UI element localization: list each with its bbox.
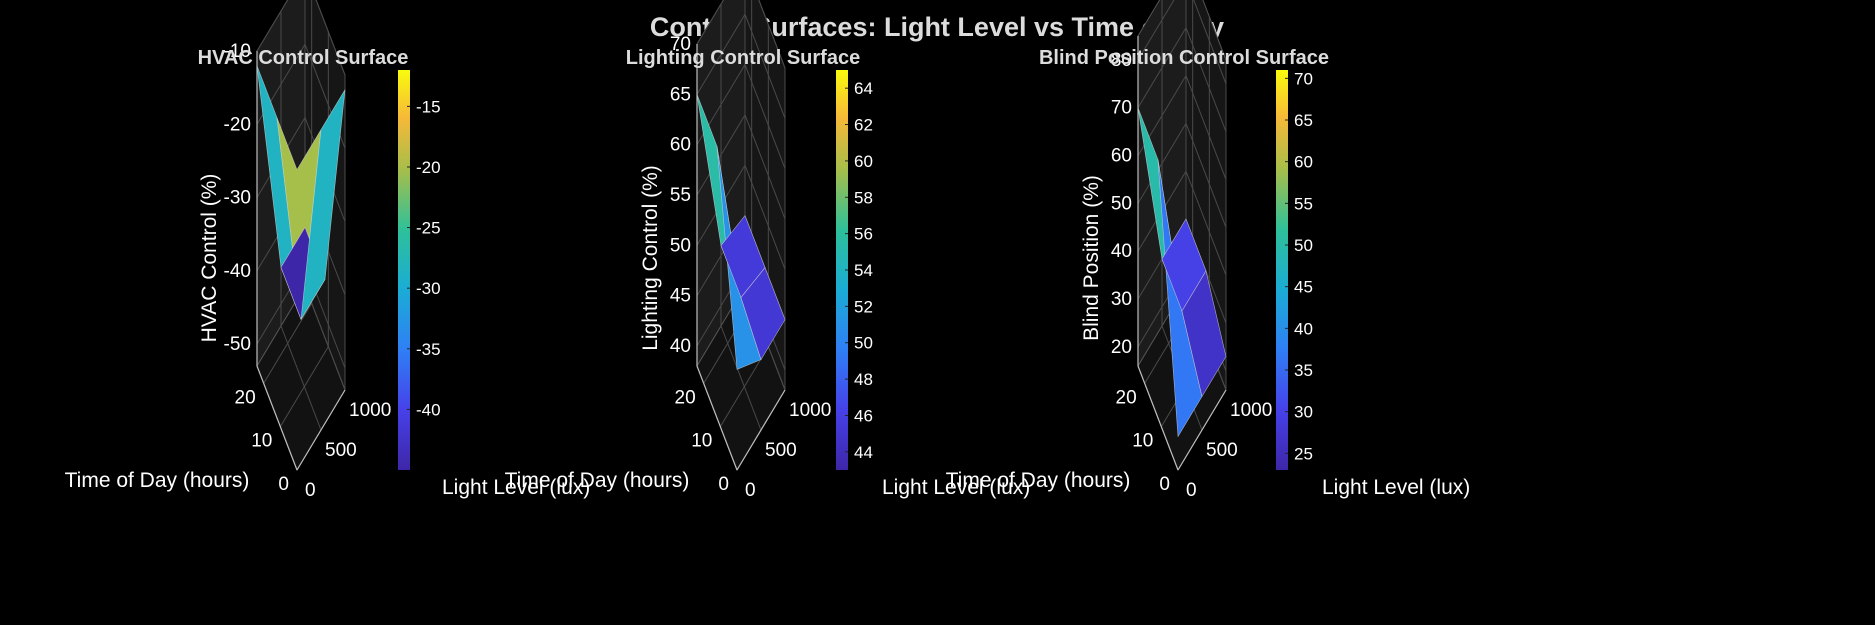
subplot-2: 40 45 50 55 60 65 70 0 10 20 0 500 1000 44 46 48 50 52 54 5… xyxy=(505,0,1030,501)
colorbar-tick-label: 40 xyxy=(1294,319,1313,338)
subplot-1: -50 -40 -30 -20 -10 0 10 20 0 500 1000 -15 -20 -25 -30… xyxy=(65,0,590,501)
z-tick-label: 60 xyxy=(1111,146,1132,167)
y-tick-label: 1000 xyxy=(1230,400,1272,421)
y-axis-label: Light Level (lux) xyxy=(1322,476,1470,499)
x-tick-label: 20 xyxy=(1116,387,1137,408)
colorbar-tick-label: 50 xyxy=(1294,236,1313,255)
colorbar-tick-label: 35 xyxy=(1294,361,1313,380)
x-axis-label: Time of Day (hours) xyxy=(505,469,690,492)
z-tick-label: 50 xyxy=(1111,193,1132,214)
axis-time xyxy=(696,365,738,471)
axis-light xyxy=(296,389,346,471)
colorbar-tick-label: 46 xyxy=(854,406,873,425)
colorbar-tick-label: 58 xyxy=(854,188,873,207)
x-tick-label: 0 xyxy=(1159,474,1170,495)
axis-light xyxy=(736,389,786,471)
colorbar xyxy=(836,70,848,470)
colorbar-tick-label: 52 xyxy=(854,297,873,316)
z-tick-label: 70 xyxy=(1111,98,1132,119)
z-tick-label: 40 xyxy=(1111,241,1132,262)
x-tick-label: 0 xyxy=(718,474,729,495)
colorbar-tick-label: -30 xyxy=(416,279,441,298)
colorbar xyxy=(1276,70,1288,470)
z-tick-label: -30 xyxy=(224,188,251,209)
x-tick-label: 10 xyxy=(691,431,712,452)
z-axis-label: Blind Position (%) xyxy=(1080,175,1103,341)
colorbar-tick-label: 54 xyxy=(854,261,873,280)
grid-line-z xyxy=(696,0,786,69)
colorbar-tick-label: 70 xyxy=(1294,69,1313,88)
z-tick-label: 50 xyxy=(670,235,691,256)
colorbar-tick-label: 64 xyxy=(854,79,873,98)
z-tick-label: 55 xyxy=(670,185,691,206)
colorbar-tick-label: -25 xyxy=(416,219,441,238)
colorbar-tick-label: 25 xyxy=(1294,444,1313,463)
colorbar-tick-label: 45 xyxy=(1294,278,1313,297)
grid-line-y xyxy=(280,325,322,431)
grid-line-z xyxy=(1137,0,1227,85)
axis-time xyxy=(1137,365,1179,471)
colorbar-tick-label: 62 xyxy=(854,116,873,135)
y-tick-label: 500 xyxy=(325,440,357,461)
axis-time xyxy=(256,365,298,471)
colorbar-tick-label: 48 xyxy=(854,370,873,389)
y-tick-label: 1000 xyxy=(789,400,831,421)
colorbar-tick-label: 50 xyxy=(854,334,873,353)
subplot-title: Lighting Control Surface xyxy=(626,47,860,69)
y-axis-label: Light Level (lux) xyxy=(882,476,1030,499)
colorbar-tick-label: -40 xyxy=(416,400,441,419)
y-tick-label: 0 xyxy=(1186,480,1197,501)
subplot-3: 20 30 40 50 60 70 80 0 10 20 0 500 1000 25 30 35 40 45 50 5… xyxy=(946,0,1470,501)
x-axis-label: Time of Day (hours) xyxy=(65,469,250,492)
y-tick-label: 500 xyxy=(1206,440,1238,461)
colorbar-tick-label: 60 xyxy=(854,152,873,171)
colorbar-tick-label: -15 xyxy=(416,97,441,116)
colorbar-tick-label: 60 xyxy=(1294,153,1313,172)
z-tick-label: 70 xyxy=(670,34,691,55)
y-tick-label: 0 xyxy=(305,480,316,501)
subplot-title: HVAC Control Surface xyxy=(198,47,409,69)
x-tick-label: 10 xyxy=(1132,431,1153,452)
z-axis-label: HVAC Control (%) xyxy=(198,174,221,343)
x-tick-label: 10 xyxy=(251,431,272,452)
y-tick-label: 0 xyxy=(745,480,756,501)
grid-line-y xyxy=(304,285,346,391)
axis-light xyxy=(1177,389,1227,471)
x-tick-label: 20 xyxy=(235,387,256,408)
x-tick-label: 20 xyxy=(675,387,696,408)
colorbar-tick-label: 65 xyxy=(1294,111,1313,130)
z-tick-label: 60 xyxy=(670,135,691,156)
y-tick-label: 1000 xyxy=(349,400,391,421)
z-tick-label: 45 xyxy=(670,286,691,307)
z-tick-label: 20 xyxy=(1111,337,1132,358)
subplot-title: Blind Position Control Surface xyxy=(1039,47,1329,69)
z-tick-label: 30 xyxy=(1111,289,1132,310)
colorbar-tick-label: -35 xyxy=(416,340,441,359)
surface-patch xyxy=(740,267,786,361)
z-tick-label: -20 xyxy=(224,114,251,135)
grid-line-y xyxy=(720,325,762,431)
surface-patch xyxy=(1181,270,1227,398)
colorbar-tick-label: -20 xyxy=(416,158,441,177)
z-axis-label: Lighting Control (%) xyxy=(639,165,662,351)
colorbar-tick-label: 44 xyxy=(854,443,873,462)
z-tick-label: -50 xyxy=(224,334,251,355)
z-tick-label: -40 xyxy=(224,261,251,282)
x-axis-label: Time of Day (hours) xyxy=(946,469,1131,492)
colorbar-tick-label: 55 xyxy=(1294,194,1313,213)
z-tick-label: 80 xyxy=(1111,50,1132,71)
z-tick-label: -10 xyxy=(224,41,251,62)
colorbar-tick-label: 30 xyxy=(1294,403,1313,422)
y-axis-label: Light Level (lux) xyxy=(442,476,590,499)
x-tick-label: 0 xyxy=(278,474,289,495)
z-tick-label: 65 xyxy=(670,84,691,105)
colorbar xyxy=(398,70,410,470)
y-tick-label: 500 xyxy=(765,440,797,461)
grid-line-z xyxy=(256,0,346,76)
z-tick-label: 40 xyxy=(670,336,691,357)
surface-patch xyxy=(300,89,346,320)
colorbar-tick-label: 56 xyxy=(854,225,873,244)
